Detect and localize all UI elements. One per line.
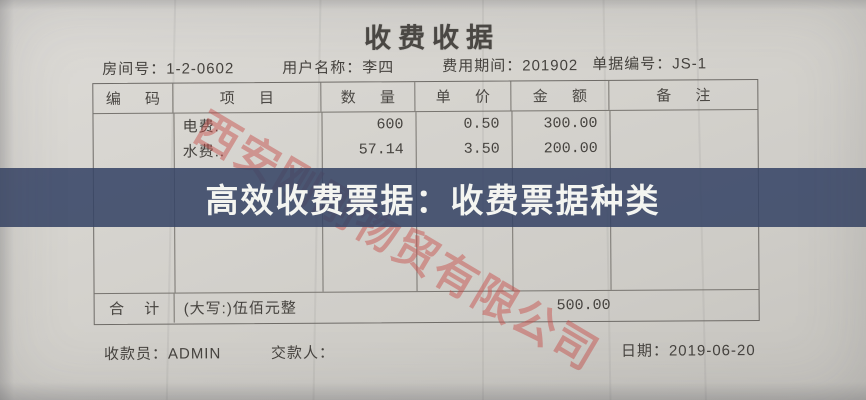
header-amount: 金 额 (511, 80, 610, 111)
cell-amount: 300.00 (543, 114, 598, 133)
caption-banner: 高效收费票据：收费票据种类 (0, 168, 866, 227)
total-label: 合 计 (94, 293, 175, 324)
caption-banner-text: 高效收费票据：收费票据种类 (205, 181, 661, 219)
header-quantity: 数 量 (321, 82, 416, 112)
doc-number-field: 单据编号：JS-1 (592, 52, 707, 74)
cell-amount: 200.00 (543, 139, 598, 158)
fee-period-value: 201902 (522, 57, 579, 75)
payer-field: 交款人： (271, 342, 335, 363)
fee-table-header: 编 码 项 目 数 量 单 价 金 额 备 注 (93, 80, 758, 115)
header-unit-price: 单 价 (415, 81, 512, 112)
fee-period-label: 费用期间： (442, 57, 523, 75)
date-label: 日期： (620, 342, 669, 360)
cell-unit-price: 0.50 (463, 115, 500, 133)
user-name-value: 李四 (362, 59, 395, 77)
room-number-field: 房间号：1-2-0602 (102, 57, 234, 79)
cashier-field: 收款员：ADMIN (104, 342, 221, 364)
user-name-label: 用户名称： (282, 59, 363, 77)
date-value: 2019-06-20 (668, 342, 756, 360)
date-field: 日期：2019-06-20 (621, 339, 756, 361)
doc-number-label: 单据编号： (592, 55, 673, 74)
room-number-label: 房间号： (102, 60, 167, 79)
cell-unit-price: 3.50 (463, 140, 500, 158)
cell-note (610, 148, 758, 149)
cell-quantity: 600 (376, 116, 404, 134)
receipt-footer: 收款员：ADMIN 交款人： 日期：2019-06-20 (1, 338, 866, 363)
receipt-title: 收费收据 (363, 22, 501, 54)
header-code: 编 码 (93, 83, 174, 114)
photo-top-shadow (0, 0, 866, 10)
fee-period-field: 费用期间：201902 (442, 54, 578, 76)
cell-quantity: 57.14 (358, 141, 404, 159)
cashier-label: 收款员： (103, 345, 169, 364)
cell-note (610, 123, 758, 124)
doc-number-value: JS-1 (672, 55, 708, 73)
header-item: 项 目 (173, 82, 322, 113)
room-number-value: 1-2-0602 (166, 60, 235, 78)
total-amount-in-words: (大写:)伍佰元整 (183, 299, 297, 318)
payer-label: 交款人： (270, 344, 336, 362)
total-row: 合 计 (大写:)伍佰元整 500.00 (94, 289, 759, 324)
user-name-field: 用户名称：李四 (282, 56, 394, 78)
photo-bottom-shadow (0, 382, 866, 400)
cashier-value: ADMIN (167, 345, 222, 363)
header-note: 备 注 (656, 87, 721, 105)
